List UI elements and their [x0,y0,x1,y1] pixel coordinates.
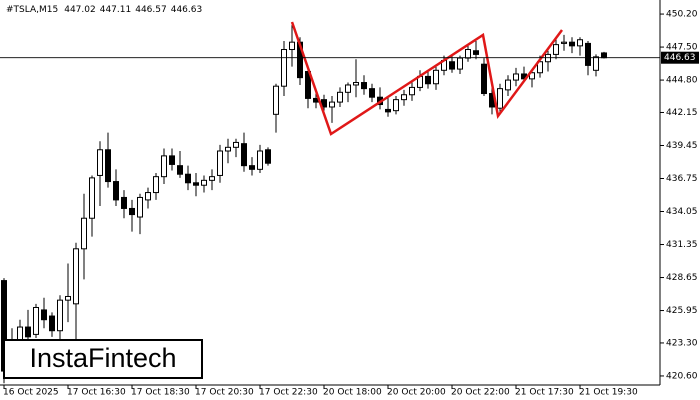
candle-body [401,94,407,101]
candle-body [457,57,463,70]
candle-body [169,155,175,165]
price-tag-label: 446.63 [664,53,696,63]
candle-body [257,150,263,170]
candle-body [41,309,47,321]
candle-body [289,41,295,51]
y-tick-label: 431.35 [666,240,698,250]
ohlc-close: 446.63 [171,5,203,15]
y-tick-label: 447.50 [666,43,698,53]
candle-body [121,196,127,209]
candle-body [225,146,231,152]
header: #TSLA,M15 447.02 447.11 446.57 446.63 [6,5,202,15]
candle-body [137,196,143,218]
candle-body [265,149,271,164]
x-tick-label: 20 Oct 22:00 [451,388,510,398]
candle-body [337,91,343,103]
candle-body [113,181,119,201]
candle-body [329,101,335,108]
candle-body [569,41,575,47]
candle-body [481,63,487,95]
symbol: #TSLA,M15 [6,5,58,15]
candle-body [145,192,151,201]
logo-box [3,339,203,379]
candle-body [25,326,31,338]
candle-body [185,173,191,184]
candle-body [161,155,167,178]
candle-body [97,149,103,176]
ohlc-open: 447.02 [64,5,96,15]
candle-body [385,108,391,113]
x-tick-label: 17 Oct 22:30 [259,388,318,398]
x-tick-label: 21 Oct 19:30 [579,388,638,398]
candle-body [153,176,159,194]
candle-body [81,217,87,250]
candle-body [393,99,399,112]
logo: InstaFintech [29,343,176,373]
candle-body [233,141,239,148]
ohlc-low: 446.57 [135,5,167,15]
candle-body [353,82,359,86]
y-tick-label: 444.80 [666,76,698,86]
candle-body [601,52,607,59]
candle-body [497,88,503,109]
candle-body [537,61,543,74]
candle-body [473,50,479,55]
candle-body [553,44,559,55]
candle-body [593,56,599,71]
x-tick-label: 16 Oct 2025 [3,388,59,398]
candle-body [561,41,567,44]
y-tick-label: 420.60 [666,371,698,381]
candle-body [433,69,439,85]
candle-body [369,88,375,98]
y-tick-label: 442.15 [666,108,698,118]
candle-body [425,75,431,85]
pattern-line [290,21,564,136]
y-tick-label: 450.20 [666,10,698,20]
y-tick-label: 439.45 [666,141,698,151]
candle-body [513,73,519,81]
candle-body [529,72,535,80]
candle-body [345,84,351,93]
candle-body [465,49,471,59]
candle-body [193,182,199,186]
candle-body [249,165,255,170]
x-tick-label: 20 Oct 20:00 [387,388,446,398]
candle-body [105,149,111,183]
y-tick-label: 436.75 [666,174,698,184]
x-tick-label: 17 Oct 16:30 [67,388,126,398]
candle-body [89,177,95,219]
price-tag [661,51,699,64]
candle-body [241,143,247,167]
x-tick-label: 17 Oct 18:30 [131,388,190,398]
candle-body [217,150,223,176]
candle-body [129,207,135,216]
candle-body [33,306,39,335]
candle-body [409,86,415,96]
candle-body [209,176,215,181]
x-tick-label: 17 Oct 20:30 [195,388,254,398]
y-tick-label: 423.30 [666,338,698,348]
y-tick-label: 428.65 [666,273,698,283]
candle-body [273,85,279,115]
y-tick-label: 425.95 [666,306,698,316]
candle-body [201,179,207,186]
ohlc-high: 447.11 [100,5,132,15]
candle-body [505,79,511,91]
candle-body [73,248,79,305]
candle-body [281,49,287,87]
candle-body [57,299,63,332]
candle-body [49,315,55,332]
candle-body [65,295,71,301]
candle-body [361,82,367,90]
y-tick-label: 434.05 [666,207,698,217]
x-tick-label: 20 Oct 18:00 [323,388,382,398]
candle-body [577,39,583,47]
candle-body [585,42,591,66]
x-tick-label: 21 Oct 17:30 [515,388,574,398]
plot [1,25,607,384]
candle-body [177,165,183,175]
candle-body [449,61,455,70]
